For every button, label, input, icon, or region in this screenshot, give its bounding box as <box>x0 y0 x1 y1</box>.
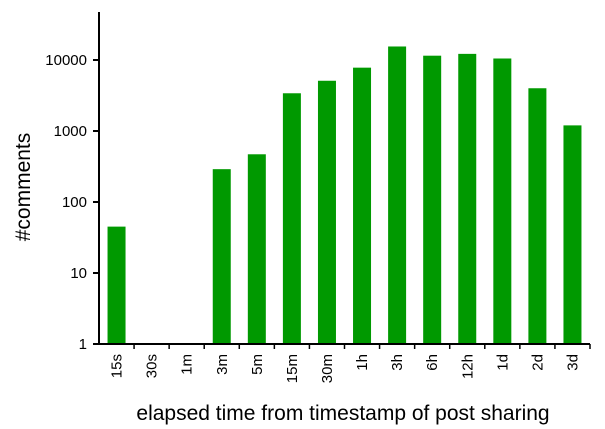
bar-3d <box>563 125 582 344</box>
bars-layer <box>107 46 582 345</box>
x-ticks: 15s 30s 1m 3m 5m 15m 30m 1h 3h 6h 12h 1d 2d 3d <box>109 344 591 383</box>
bar-1h <box>353 67 372 344</box>
y-tick-label: 10 <box>70 265 87 282</box>
bar-5m <box>247 154 266 344</box>
x-tick-label-2d: 2d <box>529 354 546 371</box>
bar-30m <box>317 80 336 345</box>
x-tick-label-3m: 3m <box>214 354 231 375</box>
y-tick-label: 1 <box>79 336 87 353</box>
x-tick-label-12h: 12h <box>459 354 476 379</box>
y-tick-label: 100 <box>62 194 87 211</box>
bar-6h <box>423 55 442 344</box>
x-tick-label-3d: 3d <box>564 354 581 371</box>
x-tick-label-3h: 3h <box>389 354 406 371</box>
bar-2d <box>528 88 547 344</box>
x-tick-label-1h: 1h <box>354 354 371 371</box>
x-tick-label-1m: 1m <box>179 354 196 375</box>
x-tick-label-1d: 1d <box>494 354 511 371</box>
x-tick-label-6h: 6h <box>424 354 441 371</box>
bar-3m <box>212 169 231 344</box>
x-tick-label-30m: 30m <box>319 354 336 383</box>
y-tick-label: 1000 <box>54 123 87 140</box>
bar-15m <box>282 93 301 344</box>
bar-15s <box>107 226 126 344</box>
y-ticks: 1 10 100 1000 10000 <box>45 52 99 353</box>
y-axis-label: #comments <box>12 133 35 242</box>
x-tick-label-15m: 15m <box>284 354 301 383</box>
y-tick-label: 10000 <box>45 52 87 69</box>
bar-12h <box>458 53 477 345</box>
axes-layer <box>98 12 590 345</box>
x-tick-label-15s: 15s <box>109 354 126 378</box>
bar-1d <box>493 58 512 345</box>
bar-3h <box>388 46 407 344</box>
x-tick-label-30s: 30s <box>144 354 161 378</box>
x-axis-label: elapsed time from timestamp of post shar… <box>136 402 549 425</box>
x-tick-label-5m: 5m <box>249 354 266 375</box>
